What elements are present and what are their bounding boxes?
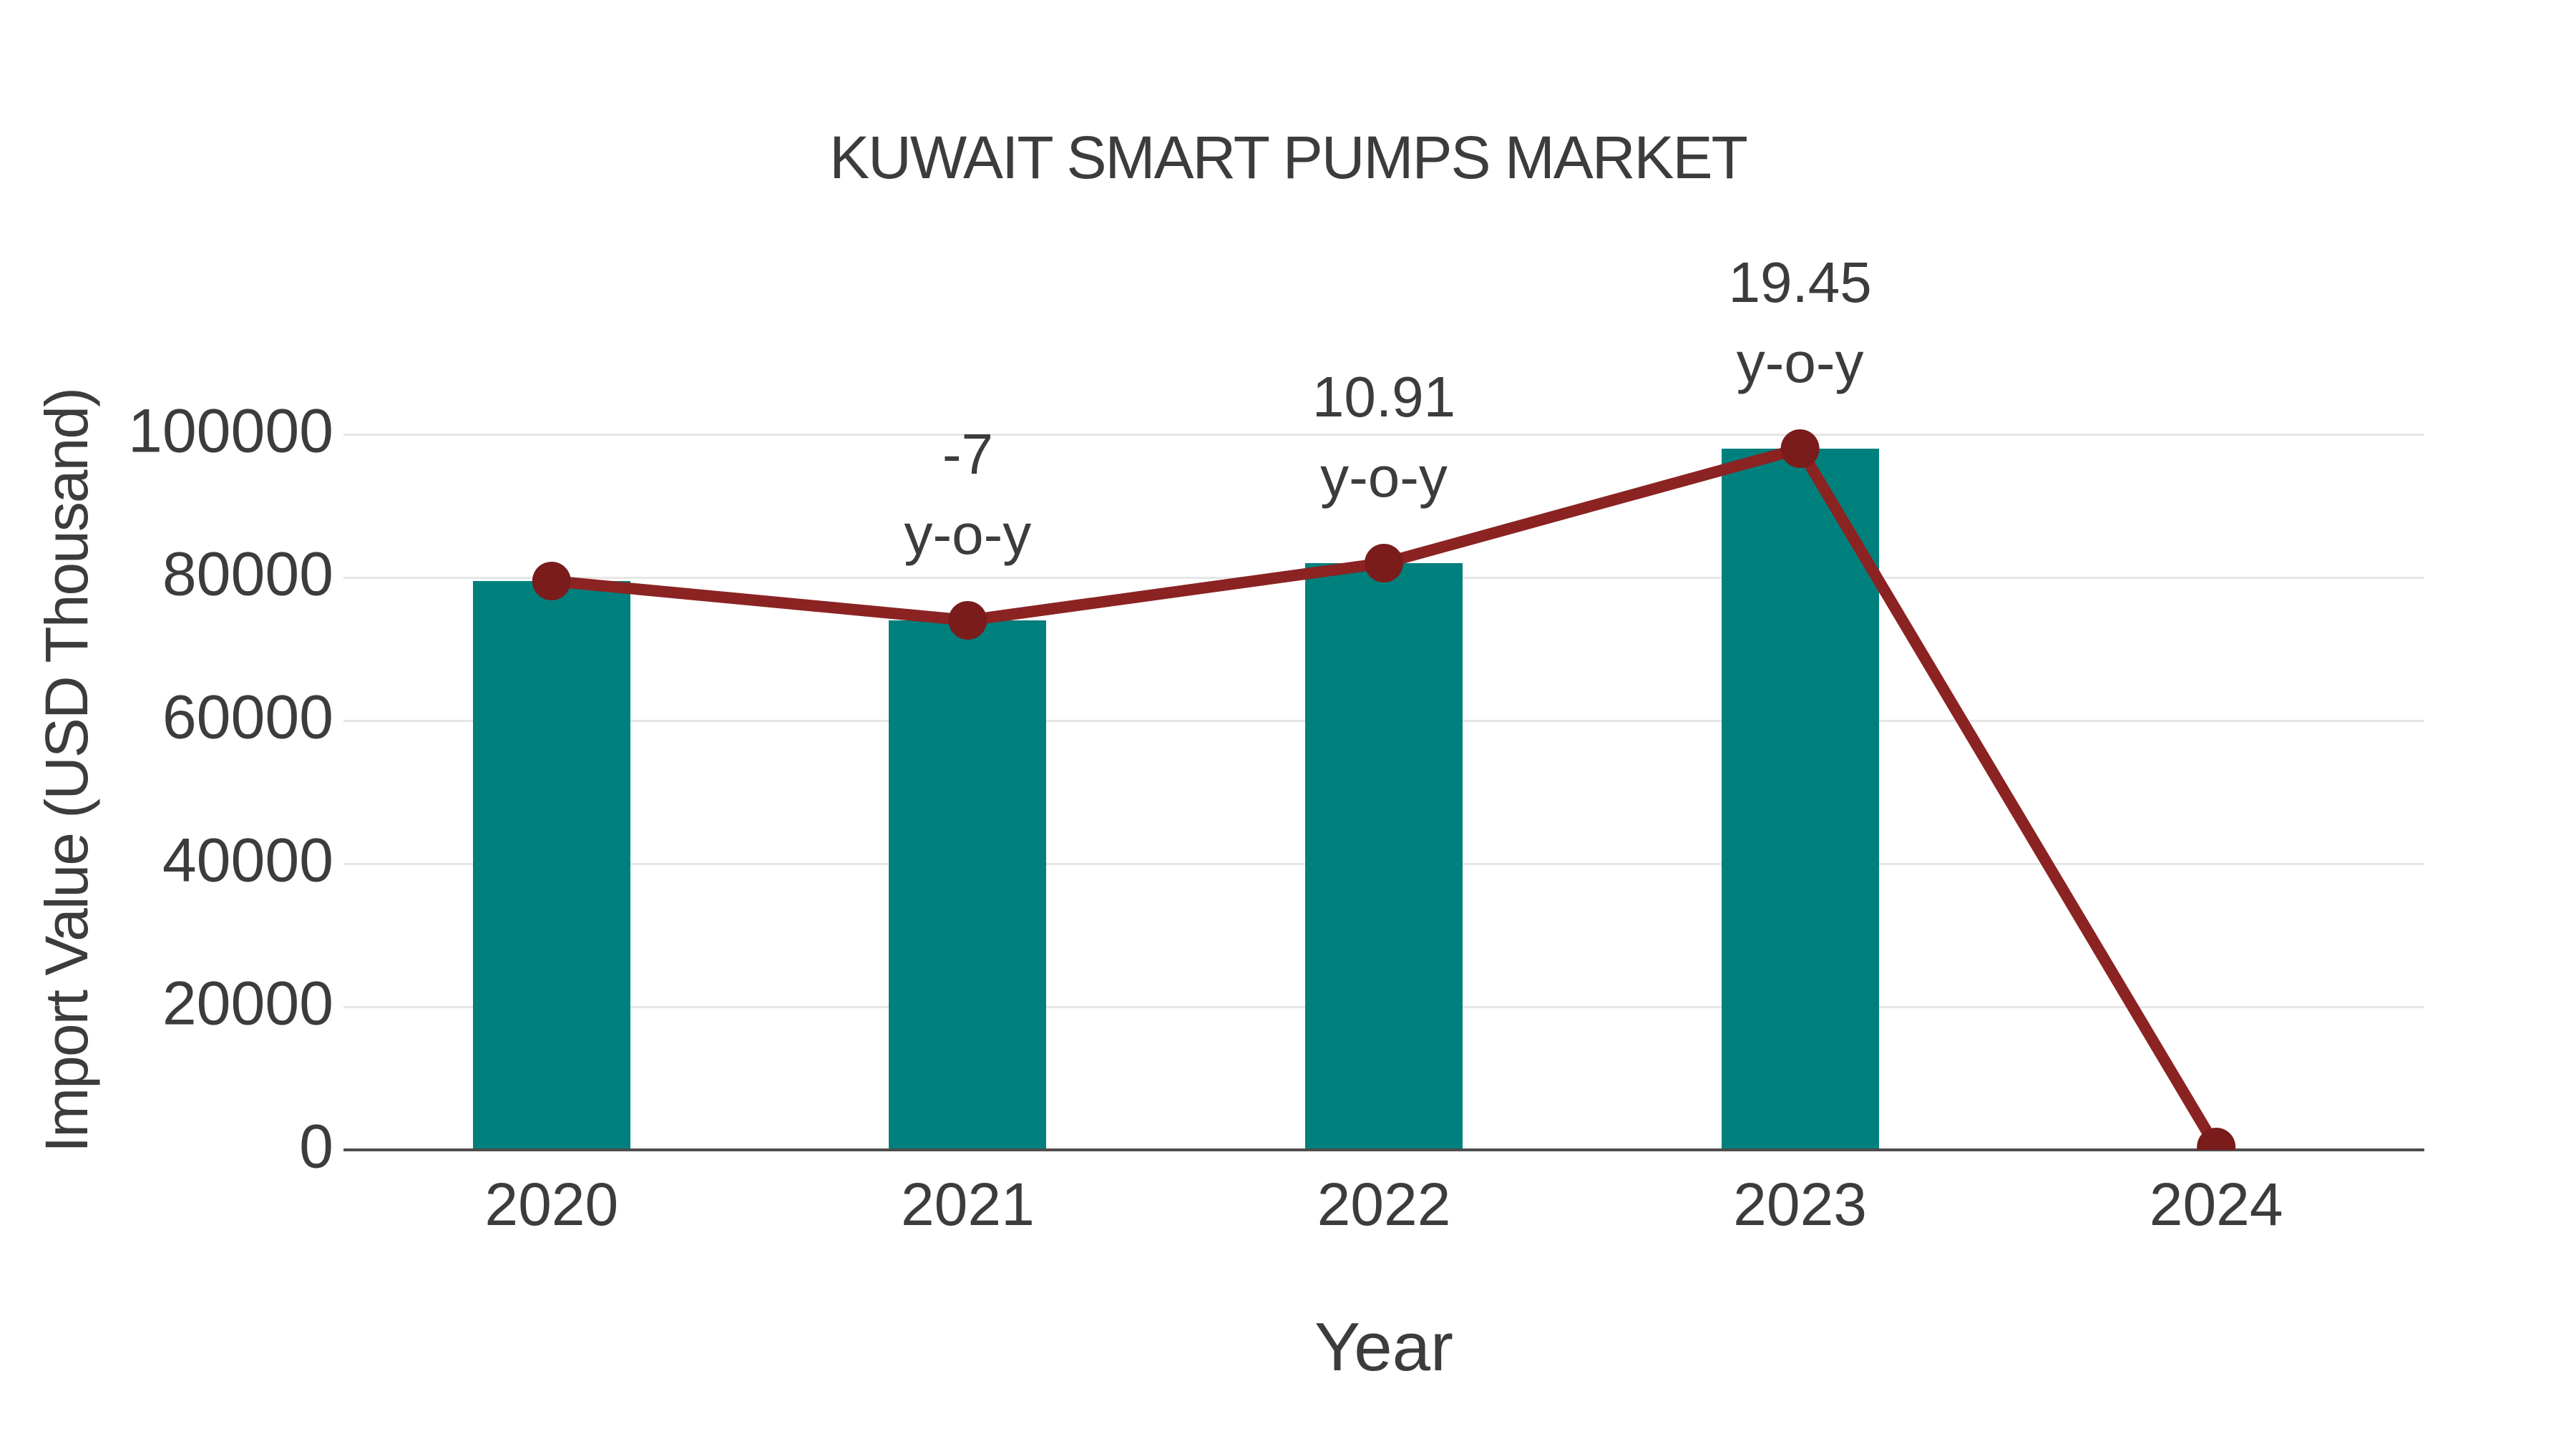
trend-marker-2022 [1365, 544, 1403, 582]
gridline-100000 [343, 433, 2424, 436]
x-tick-label-2024: 2024 [2149, 1171, 2283, 1238]
y-tick-label-40000: 40000 [162, 826, 333, 895]
y-tick-label-80000: 80000 [162, 540, 333, 609]
trend-line-layer [532, 429, 2236, 1150]
annotation-2022: 10.91 y-o-y [1312, 357, 1455, 517]
x-tick-label-2022: 2022 [1317, 1171, 1451, 1238]
chart-title: KUWAIT SMART PUMPS MARKET [829, 124, 1748, 191]
y-tick-label-60000: 60000 [162, 683, 333, 752]
bar-2021 [889, 620, 1047, 1150]
annotation-suffix-2021: y-o-y [904, 502, 1032, 566]
x-tick-label-2021: 2021 [900, 1171, 1035, 1238]
annotation-value-2022: 10.91 [1312, 365, 1456, 429]
x-axis-title: Year [1314, 1309, 1453, 1385]
x-tick-label-2023: 2023 [1733, 1171, 1868, 1238]
annotation-value-2021: -7 [942, 422, 993, 486]
trend-marker-2024 [2197, 1128, 2236, 1150]
bar-2022 [1305, 563, 1463, 1150]
annotation-suffix-2022: y-o-y [1320, 445, 1448, 509]
annotation-2023: 19.45 y-o-y [1728, 243, 1871, 403]
trend-marker-2020 [532, 562, 571, 600]
bar-2020 [472, 581, 630, 1150]
annotation-suffix-2023: y-o-y [1736, 331, 1864, 394]
annotation-value-2023: 19.45 [1728, 250, 1872, 314]
bar-2023 [1721, 449, 1879, 1150]
y-tick-label-100000: 100000 [128, 396, 333, 466]
y-tick-label-0: 0 [299, 1112, 333, 1181]
x-axis-line [343, 1148, 2424, 1151]
trend-marker-2023 [1780, 429, 1820, 468]
annotation-2021: -7 y-o-y [904, 414, 1032, 575]
x-tick-label-2020: 2020 [484, 1171, 619, 1238]
y-tick-label-20000: 20000 [162, 969, 333, 1038]
y-axis-title: Import Value (USD Thousand) [33, 388, 100, 1153]
trend-marker-2021 [948, 601, 987, 640]
